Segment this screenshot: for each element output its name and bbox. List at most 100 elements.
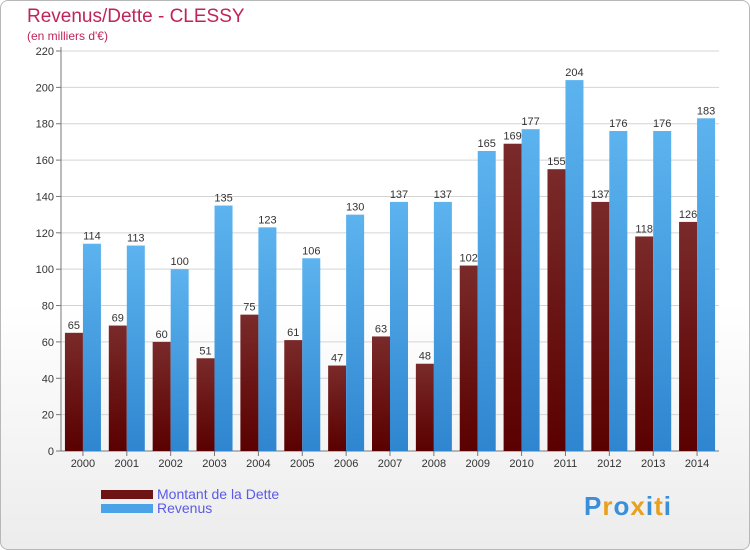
value-label-debt: 51 xyxy=(199,345,211,357)
bar-debt xyxy=(328,365,347,451)
y-axis: 0 20 40 60 80 100 120 140 160 180 200 220 xyxy=(36,46,62,458)
y-tick-label: 40 xyxy=(42,373,54,385)
legend-label-revenue: Revenus xyxy=(157,500,213,516)
x-tick-label: 2010 xyxy=(509,458,533,470)
legend-item-debt: Montant de la Dette xyxy=(101,486,280,502)
bar-debt xyxy=(64,332,83,451)
x-tick-label: 2005 xyxy=(290,458,314,470)
y-tick-label: 220 xyxy=(36,46,54,58)
proxiti-logo: Proxiti xyxy=(584,491,672,522)
bar-revenue xyxy=(565,80,584,451)
bar-revenue xyxy=(433,201,452,451)
value-label-debt: 169 xyxy=(503,131,521,143)
bar-debt xyxy=(459,265,478,451)
legend: Montant de la Dette Revenus xyxy=(101,486,280,516)
value-label-revenue: 130 xyxy=(346,202,364,214)
value-label-revenue: 114 xyxy=(83,231,101,243)
x-tick-label: 2006 xyxy=(334,458,358,470)
bar-debt xyxy=(196,358,215,451)
y-tick-label: 200 xyxy=(36,82,54,94)
value-label-debt: 65 xyxy=(68,320,80,332)
bar-revenue xyxy=(697,118,716,451)
bar-debt xyxy=(503,143,522,451)
bar-debt xyxy=(547,169,566,451)
x-tick-label: 2001 xyxy=(115,458,139,470)
value-label-revenue: 165 xyxy=(478,138,496,150)
x-tick-label: 2002 xyxy=(158,458,182,470)
y-tick-label: 60 xyxy=(42,337,54,349)
legend-label-debt: Montant de la Dette xyxy=(157,486,280,502)
value-label-debt: 126 xyxy=(679,209,697,221)
bar-revenue xyxy=(302,258,321,451)
value-label-revenue: 137 xyxy=(390,189,408,201)
bar-debt xyxy=(240,314,259,451)
x-tick-label: 2014 xyxy=(685,458,709,470)
bar-debt xyxy=(679,221,698,451)
bar-revenue xyxy=(390,201,408,451)
x-axis: 2000 2001 2002 2003 2004 2005 2006 2007 2008 2009… xyxy=(61,450,719,470)
value-labels: 65 69 60 51 75 61 47 63 48 102 169 155 137 118 126 114 1… xyxy=(68,67,715,364)
bar-debt xyxy=(108,325,127,451)
value-label-debt: 61 xyxy=(287,327,299,339)
bar-revenue xyxy=(170,269,189,451)
x-tick-label: 2013 xyxy=(641,458,665,470)
value-label-debt: 137 xyxy=(591,189,609,201)
value-label-debt: 69 xyxy=(112,313,124,325)
y-tick-label: 100 xyxy=(36,264,54,276)
value-label-revenue: 204 xyxy=(565,67,583,79)
value-label-revenue: 176 xyxy=(609,118,627,130)
bar-revenue xyxy=(82,243,101,451)
value-label-revenue: 106 xyxy=(302,245,320,257)
bar-revenue xyxy=(521,129,540,451)
value-label-debt: 118 xyxy=(635,223,653,235)
value-label-debt: 63 xyxy=(375,323,387,335)
bars xyxy=(64,80,716,451)
chart-title: Revenus/Dette - CLESSY xyxy=(27,6,245,27)
value-label-revenue: 123 xyxy=(258,214,276,226)
y-tick-label: 0 xyxy=(48,446,54,458)
x-tick-label: 2004 xyxy=(246,458,270,470)
value-label-debt: 47 xyxy=(331,353,343,365)
bar-debt xyxy=(415,363,434,451)
x-tick-label: 2009 xyxy=(465,458,489,470)
x-tick-label: 2007 xyxy=(378,458,402,470)
bar-revenue xyxy=(214,205,233,451)
bar-revenue xyxy=(258,227,277,451)
x-tick-label: 2003 xyxy=(202,458,226,470)
value-label-revenue: 177 xyxy=(521,116,539,128)
value-label-revenue: 183 xyxy=(697,105,715,117)
bar-debt xyxy=(284,340,303,451)
value-label-debt: 48 xyxy=(419,351,431,363)
bar-revenue xyxy=(126,245,145,451)
logo-letter: o xyxy=(613,491,631,521)
logo-letter: P xyxy=(584,491,603,521)
chart-subtitle: (en milliers d'€) xyxy=(27,29,108,43)
bar-debt xyxy=(635,236,654,451)
logo-letter: r xyxy=(602,491,614,521)
value-label-revenue: 100 xyxy=(170,256,188,268)
x-tick-label: 2008 xyxy=(422,458,446,470)
logo-letter: t xyxy=(654,491,664,521)
value-label-revenue: 137 xyxy=(434,189,452,201)
y-tick-label: 180 xyxy=(36,119,54,131)
value-label-revenue: 176 xyxy=(653,118,671,130)
bar-revenue xyxy=(346,214,365,451)
legend-swatch-debt xyxy=(101,489,153,499)
y-tick-label: 160 xyxy=(36,155,54,167)
y-tick-label: 120 xyxy=(36,228,54,240)
bar-debt xyxy=(152,341,171,451)
bar-revenue xyxy=(609,131,628,451)
x-tick-label: 2000 xyxy=(71,458,95,470)
y-tick-label: 140 xyxy=(36,191,54,203)
logo-letter: i xyxy=(663,491,672,521)
logo-letter: x xyxy=(630,491,646,521)
y-tick-label: 80 xyxy=(42,301,54,313)
bar-debt xyxy=(372,336,390,451)
x-tick-label: 2011 xyxy=(554,458,578,470)
legend-swatch-revenue xyxy=(101,503,153,513)
bar-debt xyxy=(591,201,610,451)
bar-revenue xyxy=(653,131,672,451)
x-tick-label: 2012 xyxy=(597,458,621,470)
